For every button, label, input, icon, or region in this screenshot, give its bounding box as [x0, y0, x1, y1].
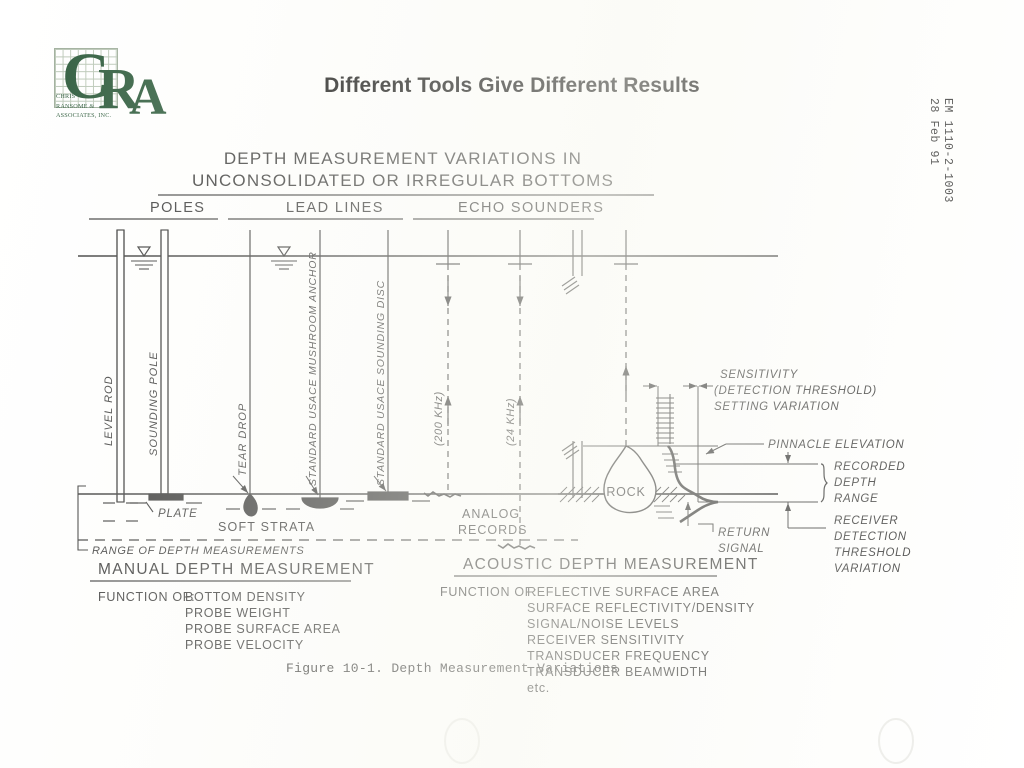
figure-heading-line-2: UNCONSOLIDATED OR IRREGULAR BOTTOMS — [192, 171, 614, 190]
label-analog-records-line-2: RECORDS — [458, 523, 528, 537]
label-analog-records-line-1: ANALOG — [462, 507, 520, 521]
label-pinnacle-elevation: PINNACLE ELEVATION — [768, 439, 904, 451]
label-frequency-24khz: (24 KHz) — [505, 398, 517, 446]
logo-company-line-3: ASSOCIATES, INC. — [56, 112, 112, 120]
acoustic-function-item-3: SIGNAL/NOISE LEVELS — [527, 617, 679, 631]
acoustic-function-item-1: REFLECTIVE SURFACE AREA — [527, 585, 720, 599]
label-return-signal-line-2: SIGNAL — [718, 543, 764, 555]
label-recorded-depth-line-1: RECORDED — [834, 461, 905, 473]
label-receiver-line-1: RECEIVER — [834, 515, 898, 527]
label-mushroom-anchor: STANDARD USACE MUSHROOM ANCHOR — [307, 251, 319, 486]
label-recorded-depth-line-3: RANGE — [834, 493, 878, 505]
manual-function-item-2: PROBE WEIGHT — [185, 606, 291, 620]
acoustic-function-label: FUNCTION OF: — [440, 585, 537, 599]
label-rock: ROCK — [606, 485, 645, 499]
label-tear-drop: TEAR DROP — [237, 403, 249, 476]
label-sensitivity-line-1: SENSITIVITY — [720, 369, 799, 381]
acoustic-function-item-4: RECEIVER SENSITIVITY — [527, 633, 685, 647]
label-sounding-disc: STANDARD USACE SOUNDING DISC — [375, 280, 387, 486]
figure-caption: Figure 10-1. Depth Measurement Variation… — [286, 661, 619, 676]
manual-function-label: FUNCTION OF: — [98, 590, 195, 604]
label-frequency-200khz: (200 KHz) — [433, 391, 445, 446]
column-header-lead-lines: LEAD LINES — [286, 200, 384, 216]
label-soft-strata: SOFT STRATA — [218, 520, 315, 534]
label-plate: PLATE — [158, 508, 198, 520]
manual-function-item-4: PROBE VELOCITY — [185, 638, 304, 652]
label-range-of-depth-measurements: RANGE OF DEPTH MEASUREMENTS — [92, 545, 304, 557]
figure-depth-measurement-variations: DEPTH MEASUREMENT VARIATIONS IN UNCONSOL… — [58, 146, 968, 706]
figure-heading-line-1: DEPTH MEASUREMENT VARIATIONS IN — [224, 149, 582, 168]
column-header-echo-sounders: ECHO SOUNDERS — [458, 200, 604, 216]
manual-block-title: MANUAL DEPTH MEASUREMENT — [98, 561, 375, 578]
label-sensitivity-line-2: (DETECTION THRESHOLD) — [714, 385, 877, 397]
label-receiver-line-2: DETECTION — [834, 531, 907, 543]
label-receiver-line-3: THRESHOLD — [834, 547, 911, 559]
label-sounding-pole: SOUNDING POLE — [148, 351, 160, 456]
manual-function-item-3: PROBE SURFACE AREA — [185, 622, 341, 636]
page-title: Different Tools Give Different Results — [324, 74, 700, 97]
acoustic-function-item-2: SURFACE REFLECTIVITY/DENSITY — [527, 601, 755, 615]
column-header-poles: POLES — [150, 200, 205, 216]
manual-function-item-1: BOTTOM DENSITY — [185, 590, 306, 604]
label-recorded-depth-line-2: DEPTH — [834, 477, 876, 489]
label-return-signal-line-1: RETURN — [718, 527, 770, 539]
logo-company-line-2: RANSOME & — [56, 102, 95, 110]
acoustic-function-item-7: etc. — [527, 681, 550, 695]
acoustic-block-title: ACOUSTIC DEPTH MEASUREMENT — [463, 556, 759, 573]
label-receiver-line-4: VARIATION — [834, 563, 901, 575]
label-level-rod: LEVEL ROD — [103, 375, 115, 446]
label-sensitivity-line-3: SETTING VARIATION — [714, 401, 839, 413]
